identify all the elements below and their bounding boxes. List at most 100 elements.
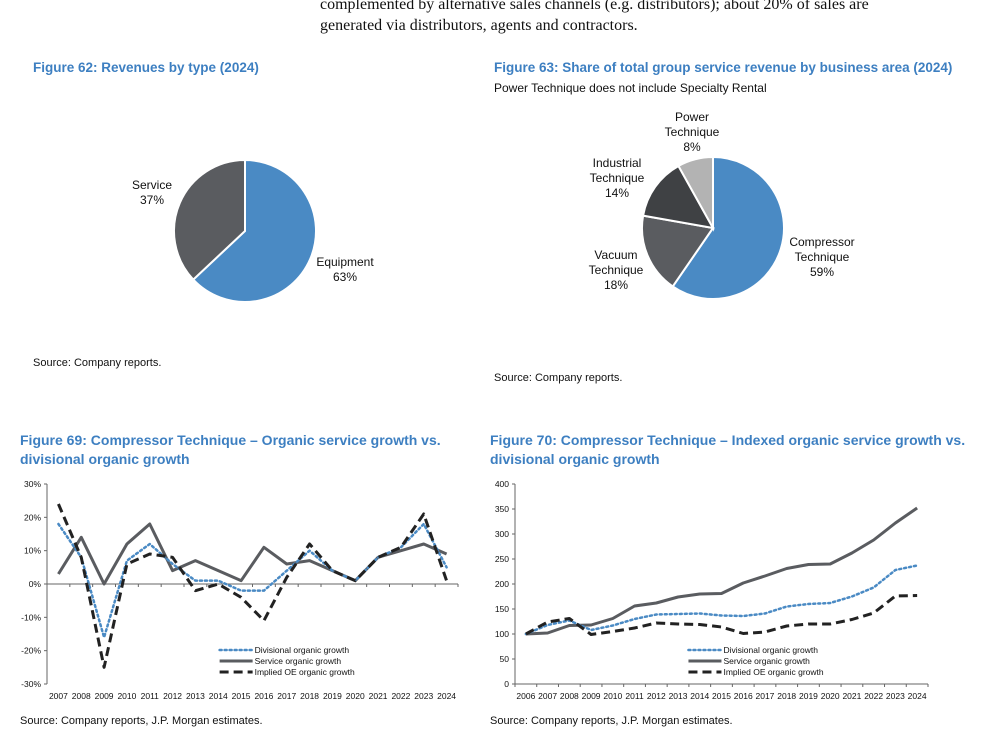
x-tick-label: 2010 <box>117 691 136 701</box>
x-tick-label: 2022 <box>391 691 410 701</box>
slice-name: Service <box>131 178 172 192</box>
pie-label-vacuum: Vacuum Technique 18% <box>581 248 651 293</box>
body-line-2: generated via distributors, agents and c… <box>320 17 638 34</box>
legend-label: Implied OE organic growth <box>723 667 823 677</box>
x-tick-label: 2024 <box>908 691 927 701</box>
x-tick-label: 2017 <box>756 691 775 701</box>
x-tick-label: 2019 <box>799 691 818 701</box>
figure-69-title: Figure 69: Compressor Technique – Organi… <box>20 431 441 469</box>
figure-63-pie <box>641 155 785 300</box>
x-tick-label: 2013 <box>186 691 205 701</box>
body-line-1: complemented by alternative sales channe… <box>320 0 869 13</box>
slice-name: Technique <box>794 250 850 264</box>
pie-slice-equipment <box>191 158 317 303</box>
figure-70-title: Figure 70: Compressor Technique – Indexe… <box>490 431 965 469</box>
x-tick-label: 2009 <box>95 691 114 701</box>
y-tick-label: -20% <box>21 646 41 656</box>
x-tick-label: 2014 <box>209 691 228 701</box>
x-tick-label: 2018 <box>300 691 319 701</box>
slice-name: Compressor <box>789 235 855 249</box>
pie-label-power: Power Technique 8% <box>657 110 727 155</box>
x-tick-label: 2008 <box>72 691 91 701</box>
body-paragraph: complemented by alternative sales channe… <box>320 0 980 36</box>
x-tick-label: 2008 <box>560 691 579 701</box>
series-line-implied-oe-organic-growth <box>57 503 449 669</box>
pie-slice-vacuum-technique <box>641 214 715 288</box>
figure-69-line-chart: 30% 20% 10% 0% -10% -20% -30% 2007 2008 2009 2010 2… <box>21 479 459 701</box>
slice-name: Technique <box>589 171 645 185</box>
pie-label-equipment: Equipment 63% <box>310 255 380 285</box>
y-tick-label: 300 <box>495 529 509 539</box>
figure-63-title: Figure 63: Share of total group service … <box>494 60 953 75</box>
slice-name: Technique <box>588 263 644 277</box>
x-tick-label: 2006 <box>516 691 535 701</box>
x-tick-label: 2020 <box>346 691 365 701</box>
y-tick-label: 0 <box>504 679 509 689</box>
x-tick-label: 2018 <box>777 691 796 701</box>
pie-label-industrial: Industrial Technique 14% <box>582 156 652 201</box>
x-tick-label: 2016 <box>734 691 753 701</box>
figure-69-source: Source: Company reports, J.P. Morgan est… <box>20 715 263 727</box>
x-tick-label: 2021 <box>842 691 861 701</box>
slice-name: Vacuum <box>594 248 638 262</box>
x-tick-label: 2017 <box>277 691 296 701</box>
legend-label: Divisional organic growth <box>255 645 350 655</box>
x-tick-label: 2023 <box>414 691 433 701</box>
slice-value: 14% <box>604 186 630 200</box>
legend-label: Service organic growth <box>255 656 342 666</box>
figure-70-source: Source: Company reports, J.P. Morgan est… <box>490 715 733 727</box>
pie-slice-service <box>173 158 246 282</box>
x-tick-label: 2011 <box>625 691 644 701</box>
figure-70-line-chart: 400 350 300 250 200 150 100 50 0 2006 2007 2008 2009… <box>495 479 929 701</box>
figure-62-source: Source: Company reports. <box>33 357 162 369</box>
slice-value: 37% <box>139 193 165 207</box>
slice-value: 59% <box>809 265 835 279</box>
series-line-divisional-organic-growth <box>524 564 919 636</box>
slice-name: Industrial <box>592 156 642 170</box>
x-tick-label: 2007 <box>49 691 68 701</box>
slice-name: Technique <box>664 125 720 139</box>
series-line-divisional-organic-growth <box>57 522 448 639</box>
x-tick-label: 2019 <box>323 691 342 701</box>
title-line: divisional organic growth <box>20 451 190 467</box>
x-tick-label: 2012 <box>163 691 182 701</box>
series-line-service-organic-growth <box>525 506 918 636</box>
x-tick-label: 2021 <box>369 691 388 701</box>
x-tick-label: 2022 <box>864 691 883 701</box>
slice-name: Power <box>674 110 709 124</box>
x-tick-label: 2011 <box>141 691 160 701</box>
x-tick-label: 2015 <box>232 691 251 701</box>
pie-slice-power-technique <box>677 155 714 232</box>
y-tick-label: 50 <box>500 654 510 664</box>
y-tick-label: 250 <box>495 554 509 564</box>
y-tick-label: 200 <box>495 579 509 589</box>
x-tick-label: 2023 <box>886 691 905 701</box>
x-tick-label: 2010 <box>603 691 622 701</box>
x-tick-label: 2020 <box>821 691 840 701</box>
slice-value: 63% <box>332 270 358 284</box>
x-tick-label: 2013 <box>669 691 688 701</box>
pie-label-compressor: Compressor Technique 59% <box>782 235 862 280</box>
y-tick-label: -30% <box>21 679 41 689</box>
x-tick-label: 2016 <box>254 691 273 701</box>
legend-label: Implied OE organic growth <box>255 667 355 677</box>
y-tick-label: 0% <box>29 579 42 589</box>
figure-62-title: Figure 62: Revenues by type (2024) <box>33 60 259 75</box>
title-line: Figure 69: Compressor Technique – Organi… <box>20 432 441 448</box>
figure-63-subtitle: Power Technique does not include Special… <box>494 81 767 95</box>
y-tick-label: -10% <box>21 612 41 622</box>
x-tick-label: 2024 <box>437 691 456 701</box>
pie-slice-industrial-technique <box>641 164 715 230</box>
series-line-implied-oe-organic-growth <box>525 594 918 636</box>
legend-label: Divisional organic growth <box>723 645 818 655</box>
y-tick-label: 350 <box>495 504 509 514</box>
x-tick-label: 2015 <box>712 691 731 701</box>
y-tick-label: 10% <box>24 546 41 556</box>
slice-value: 18% <box>603 278 629 292</box>
x-tick-label: 2007 <box>538 691 557 701</box>
y-tick-label: 400 <box>495 479 509 489</box>
figure-62-pie <box>173 158 317 303</box>
pie-slice-compressor-technique <box>671 155 785 300</box>
pie-label-service: Service 37% <box>122 178 182 208</box>
